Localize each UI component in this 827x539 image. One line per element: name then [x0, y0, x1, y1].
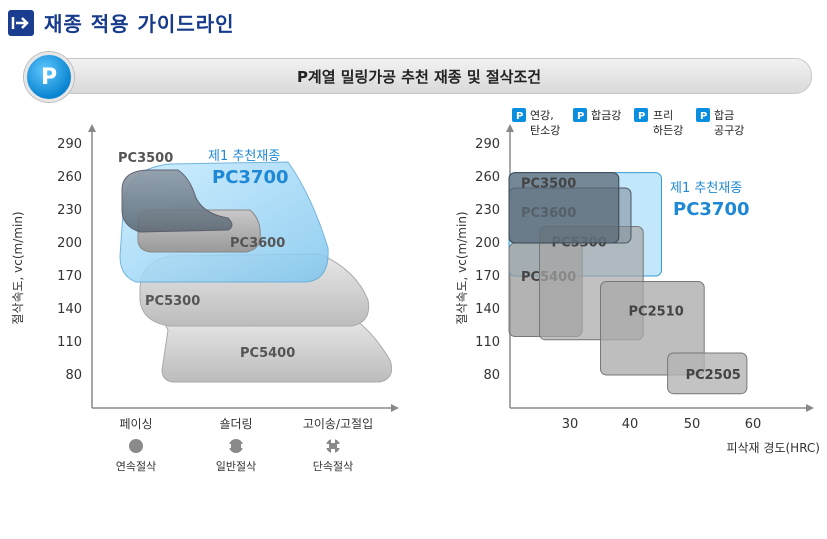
left-ytick-290: 290	[57, 137, 82, 152]
left-ytick-110: 110	[57, 335, 82, 350]
material-legend: P 연강, 탄소강 P 합금강 P 프리 하든강 P 합금 공구강	[512, 108, 744, 137]
material-3: P 합금 공구강	[696, 108, 744, 137]
region-pc2505	[667, 352, 748, 395]
right-ytick-110: 110	[475, 335, 500, 350]
left-ytick-230: 230	[57, 203, 82, 218]
right-ytick-260: 260	[475, 170, 500, 185]
right-chart: P 연강, 탄소강 P 합금강 P 프리 하든강 P 합금 공구강 PC5400…	[455, 108, 820, 455]
mode-label-2: 단속절삭	[313, 460, 353, 473]
left-x-arrow	[391, 404, 399, 412]
left-category-2: 고이송/고절입	[303, 417, 373, 431]
right-ytick-170: 170	[475, 269, 500, 284]
right-xtick-60: 60	[745, 417, 762, 432]
left-chart: 290 260 230 200 170 140 110 80 절삭속도, vc(…	[11, 124, 399, 473]
enter-arrow-icon	[8, 9, 34, 36]
material-1: P 합금강	[573, 108, 621, 122]
cross-circle-icon	[324, 438, 342, 454]
left-y-ticks: 290 260 230 200 170 140 110 80	[57, 137, 82, 383]
material-3-line1: 합금	[714, 109, 734, 122]
mode-label-0: 연속절삭	[116, 460, 156, 473]
material-1-badge: P	[577, 111, 584, 122]
left-y-label: 절삭속도, vc(m/min)	[11, 211, 25, 324]
left-ytick-80: 80	[65, 368, 82, 383]
solid-circle-icon	[129, 439, 143, 453]
left-label-pc3600: PC3600	[230, 236, 285, 251]
p-series-badge: P	[24, 52, 74, 102]
left-category-0: 페이싱	[119, 417, 152, 431]
right-ytick-200: 200	[475, 236, 500, 251]
left-label-pc5400: PC5400	[240, 346, 295, 361]
material-0-badge: P	[516, 111, 523, 122]
right-x-ticks: 30 40 50 60	[562, 417, 762, 432]
region-pc2510	[600, 281, 705, 376]
p-badge-icon	[696, 108, 710, 122]
right-y-arrow	[506, 124, 514, 132]
p-badge-icon	[573, 108, 587, 122]
right-y-label: 절삭속도, vc(m/min)	[455, 211, 469, 324]
section-banner: P계열 밀링가공 추천 재종 및 절삭조건	[26, 58, 812, 94]
right-ytick-230: 230	[475, 203, 500, 218]
left-ytick-200: 200	[57, 236, 82, 251]
right-highlight-caption: 제1 추천재종	[670, 181, 742, 196]
material-0-line2: 탄소강	[530, 124, 560, 137]
right-x-arrow	[806, 404, 814, 412]
left-highlight-grade: PC3700	[212, 167, 289, 188]
right-x-label: 피삭재 경도(HRC)	[726, 441, 820, 455]
right-ytick-140: 140	[475, 302, 500, 317]
left-ytick-260: 260	[57, 170, 82, 185]
right-xtick-30: 30	[562, 417, 579, 432]
label-pc3500: PC3500	[521, 177, 576, 192]
left-label-pc3500: PC3500	[118, 151, 173, 166]
left-ytick-170: 170	[57, 269, 82, 284]
page-title: 재종 적용 가이드라인	[44, 12, 235, 36]
material-3-badge: P	[700, 111, 707, 122]
left-category-1: 숄더링	[219, 417, 252, 431]
right-ytick-80: 80	[483, 368, 500, 383]
right-xtick-50: 50	[684, 417, 701, 432]
label-pc2510: PC2510	[629, 305, 684, 320]
right-y-ticks: 290 260 230 200 170 140 110 80	[475, 137, 500, 383]
material-0: P 연강, 탄소강	[512, 108, 560, 137]
material-3-line2: 공구강	[714, 124, 744, 137]
material-2-line1: 프리	[653, 109, 673, 122]
p-badge-icon	[634, 108, 648, 122]
material-2-line2: 하든강	[653, 123, 683, 137]
label-pc2505: PC2505	[686, 368, 741, 383]
material-1-line1: 합금강	[591, 109, 621, 122]
material-0-line1: 연강,	[530, 109, 554, 122]
page-header: 재종 적용 가이드라인	[8, 8, 235, 37]
right-highlight-grade: PC3700	[673, 199, 750, 220]
left-label-pc5300: PC5300	[145, 294, 200, 309]
notched-circle-icon	[226, 439, 246, 453]
material-2-badge: P	[638, 111, 645, 122]
material-2: P 프리 하든강	[634, 108, 683, 137]
region-pc3500	[508, 172, 620, 244]
left-ytick-140: 140	[57, 302, 82, 317]
p-badge-icon	[512, 108, 526, 122]
left-highlight-caption: 제1 추천재종	[208, 149, 280, 164]
right-ytick-290: 290	[475, 137, 500, 152]
banner-title: P계열 밀링가공 추천 재종 및 절삭조건	[296, 68, 542, 86]
right-xtick-40: 40	[622, 417, 639, 432]
mode-label-1: 일반절삭	[216, 459, 256, 473]
left-y-arrow	[88, 124, 96, 132]
left-region-pc3500	[121, 169, 233, 233]
grade-regions: PC5400PC5300PC2510PC2505PC3600PC3500	[508, 172, 748, 395]
